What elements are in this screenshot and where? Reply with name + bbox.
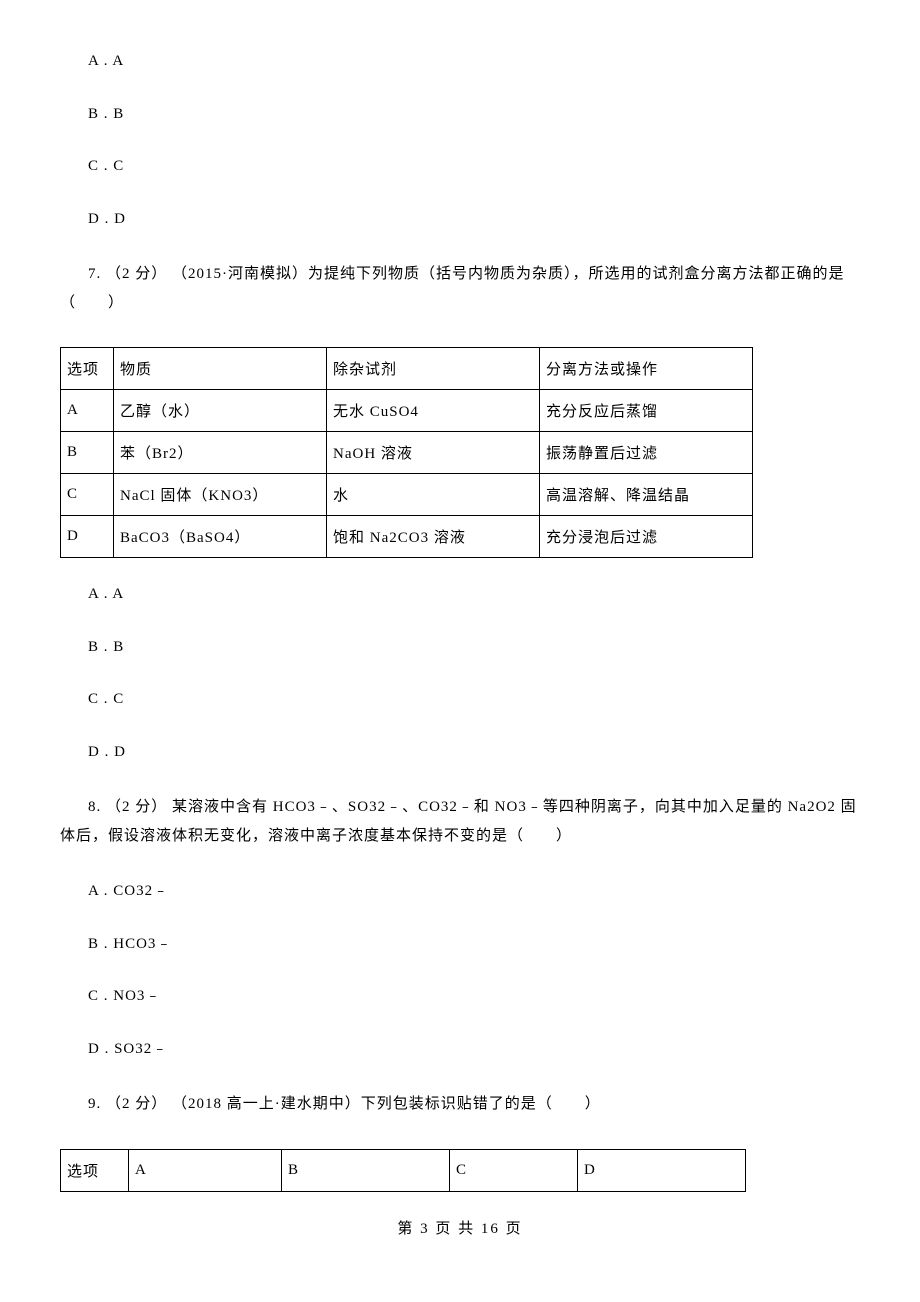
q7-option-c: C . C: [60, 688, 860, 711]
question-9-text: 9. （2 分） （2018 高一上·建水期中）下列包装标识贴错了的是（ ）: [60, 1090, 860, 1119]
q7-option-a: A . A: [60, 583, 860, 606]
table-cell: NaOH 溶液: [327, 432, 540, 474]
table-cell: D: [61, 516, 114, 558]
table-cell: 振荡静置后过滤: [540, 432, 753, 474]
table-cell: 除杂试剂: [327, 348, 540, 390]
table-cell: A: [129, 1149, 282, 1191]
table-row: 选项 A B C D: [61, 1149, 746, 1191]
table-cell: C: [450, 1149, 578, 1191]
table-cell: A: [61, 390, 114, 432]
table-row: 选项 物质 除杂试剂 分离方法或操作: [61, 348, 753, 390]
table-cell: 高温溶解、降温结晶: [540, 474, 753, 516]
question-8-text: 8. （2 分） 某溶液中含有 HCO3﹣、SO32﹣、CO32﹣和 NO3﹣等…: [60, 793, 860, 850]
table-cell: 苯（Br2）: [114, 432, 327, 474]
page-footer: 第 3 页 共 16 页: [60, 1217, 860, 1238]
pre-option-d: D . D: [60, 208, 860, 231]
table-cell: B: [61, 432, 114, 474]
table-cell: 物质: [114, 348, 327, 390]
table-row: B 苯（Br2） NaOH 溶液 振荡静置后过滤: [61, 432, 753, 474]
table-cell: BaCO3（BaSO4）: [114, 516, 327, 558]
table-cell: 无水 CuSO4: [327, 390, 540, 432]
table-cell: C: [61, 474, 114, 516]
q8-option-d: D . SO32﹣: [60, 1038, 860, 1061]
question-7-text: 7. （2 分） （2015·河南模拟）为提纯下列物质（括号内物质为杂质），所选…: [60, 260, 860, 317]
q8-option-c: C . NO3﹣: [60, 985, 860, 1008]
q8-option-a: A . CO32﹣: [60, 880, 860, 903]
table-row: A 乙醇（水） 无水 CuSO4 充分反应后蒸馏: [61, 390, 753, 432]
question-7-table: 选项 物质 除杂试剂 分离方法或操作 A 乙醇（水） 无水 CuSO4 充分反应…: [60, 347, 753, 558]
table-cell: 选项: [61, 1149, 129, 1191]
table-cell: B: [282, 1149, 450, 1191]
table-cell: 充分浸泡后过滤: [540, 516, 753, 558]
table-row: C NaCl 固体（KNO3） 水 高温溶解、降温结晶: [61, 474, 753, 516]
question-9-table: 选项 A B C D: [60, 1149, 746, 1192]
pre-option-c: C . C: [60, 155, 860, 178]
pre-option-b: B . B: [60, 103, 860, 126]
q7-option-b: B . B: [60, 636, 860, 659]
table-cell: 饱和 Na2CO3 溶液: [327, 516, 540, 558]
table-cell: D: [578, 1149, 746, 1191]
pre-option-a: A . A: [60, 50, 860, 73]
table-row: D BaCO3（BaSO4） 饱和 Na2CO3 溶液 充分浸泡后过滤: [61, 516, 753, 558]
table-cell: 乙醇（水）: [114, 390, 327, 432]
q8-option-b: B . HCO3﹣: [60, 933, 860, 956]
table-cell: 水: [327, 474, 540, 516]
table-cell: 选项: [61, 348, 114, 390]
table-cell: 分离方法或操作: [540, 348, 753, 390]
q7-option-d: D . D: [60, 741, 860, 764]
table-cell: NaCl 固体（KNO3）: [114, 474, 327, 516]
table-cell: 充分反应后蒸馏: [540, 390, 753, 432]
